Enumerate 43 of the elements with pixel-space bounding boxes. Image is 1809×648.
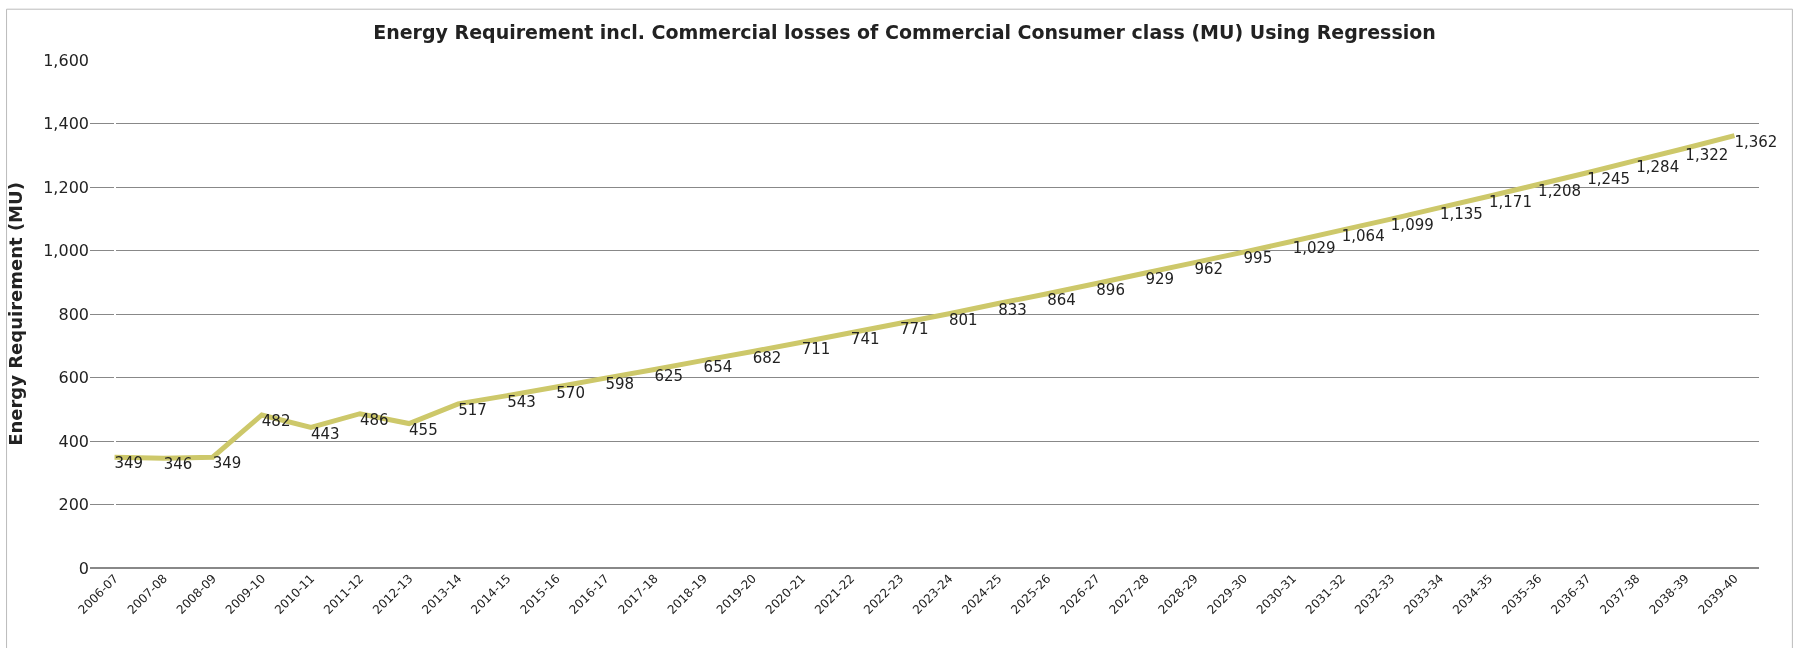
- data-label: 896: [1096, 280, 1125, 299]
- y-tick-label: 0: [78, 558, 89, 578]
- chart-title: Energy Requirement incl. Commercial losses of Commercial Consumer class (MU) Using Regression: [373, 21, 1436, 44]
- y-tick-label: 1,600: [43, 50, 89, 70]
- data-label: 1,322: [1685, 145, 1729, 164]
- data-label: 349: [212, 454, 242, 473]
- data-label: 801: [949, 310, 978, 329]
- data-label: 1,245: [1587, 169, 1631, 188]
- data-label: 455: [409, 420, 438, 439]
- y-tick-label: 400: [58, 431, 89, 451]
- data-label: 1,029: [1292, 238, 1336, 257]
- data-label: 1,284: [1636, 157, 1680, 176]
- data-label: 682: [752, 348, 782, 367]
- data-label: 598: [605, 375, 635, 394]
- data-label: 962: [1194, 259, 1224, 278]
- data-label: 1,362: [1734, 132, 1778, 151]
- data-label: 1,208: [1538, 181, 1582, 200]
- data-label: 443: [310, 424, 340, 443]
- data-label: 346: [163, 455, 193, 474]
- data-label: 349: [114, 454, 144, 473]
- data-label: 1,171: [1489, 193, 1532, 212]
- y-axis-title: Energy Requirement (MU): [5, 182, 27, 446]
- data-label: 929: [1145, 270, 1175, 289]
- data-label: 711: [801, 339, 831, 358]
- data-label: 570: [556, 384, 585, 403]
- y-tick-label: 800: [58, 304, 89, 324]
- data-label: 1,135: [1439, 204, 1483, 223]
- data-label: 771: [899, 320, 929, 339]
- y-tick-label: 1,000: [43, 241, 89, 261]
- data-label: 654: [703, 357, 733, 376]
- data-label: 833: [998, 300, 1027, 319]
- data-label: 517: [458, 401, 487, 420]
- y-tick-label: 1,200: [43, 177, 89, 197]
- data-label: 543: [507, 392, 536, 411]
- data-label: 864: [1047, 290, 1076, 309]
- y-tick-label: 600: [58, 368, 89, 388]
- y-tick-label: 1,400: [43, 114, 89, 134]
- data-label: 1,099: [1390, 216, 1434, 235]
- data-label: 1,064: [1341, 227, 1385, 246]
- y-tick-label: 200: [58, 495, 89, 515]
- data-label: 741: [850, 329, 880, 348]
- data-label: 995: [1243, 249, 1273, 268]
- data-label: 625: [654, 366, 684, 385]
